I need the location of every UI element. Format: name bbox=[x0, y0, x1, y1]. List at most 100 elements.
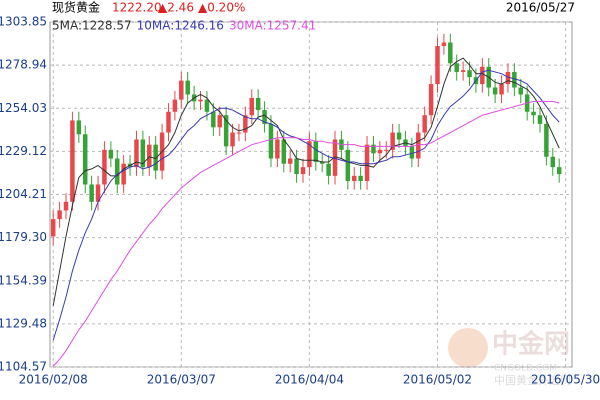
candle-body bbox=[294, 158, 299, 175]
candle-body bbox=[351, 175, 357, 182]
candle-body bbox=[435, 45, 440, 85]
candle-body bbox=[70, 120, 75, 202]
candle-body bbox=[95, 184, 101, 202]
candle-body bbox=[332, 139, 338, 176]
candle-body bbox=[153, 144, 158, 171]
candle-body bbox=[371, 144, 376, 154]
candle-body bbox=[211, 111, 216, 128]
candle-body bbox=[512, 71, 517, 88]
candle-body bbox=[454, 63, 459, 72]
candle-body bbox=[531, 111, 536, 116]
candle-body bbox=[249, 97, 254, 116]
y-tick-label: 1278.94 bbox=[0, 58, 47, 72]
candle-body bbox=[140, 139, 146, 168]
candle-body bbox=[147, 144, 152, 168]
candle-body bbox=[537, 115, 543, 124]
legend-entry: 5MA:1228.57 bbox=[52, 19, 132, 33]
candle-body bbox=[441, 42, 447, 46]
candle-body bbox=[262, 110, 267, 124]
x-tick-label: 2016/04/04 bbox=[275, 373, 344, 387]
candle-body bbox=[358, 175, 363, 182]
candle-body bbox=[326, 163, 331, 176]
candle-body bbox=[179, 80, 184, 100]
candle-body bbox=[377, 149, 383, 154]
legend-entry: 10MA:1246.16 bbox=[137, 19, 224, 33]
x-tick-label: 2016/05/30 bbox=[531, 373, 600, 387]
candle-body bbox=[345, 149, 351, 182]
instrument-name: 现货黄金 bbox=[52, 0, 100, 15]
candle-body bbox=[275, 139, 280, 159]
watermark-subtitle: 中国黄金外汇网 bbox=[494, 373, 571, 387]
candle-body bbox=[89, 184, 94, 202]
candle-body bbox=[460, 70, 466, 72]
candle-body bbox=[268, 123, 274, 159]
price: 1222.20 bbox=[112, 1, 162, 15]
candle-body bbox=[467, 70, 472, 78]
candle-body bbox=[416, 132, 421, 159]
y-tick-label: 1254.03 bbox=[0, 101, 47, 115]
y-tick-label: 1129.48 bbox=[0, 316, 47, 330]
x-tick-label: 2016/05/02 bbox=[403, 373, 472, 387]
y-tick-label: 1179.30 bbox=[0, 230, 47, 244]
candle-body bbox=[230, 132, 235, 147]
candle-body bbox=[204, 99, 210, 112]
candle-body bbox=[82, 134, 88, 185]
candle-body bbox=[102, 149, 107, 185]
candle-body bbox=[556, 167, 562, 175]
candle-body bbox=[121, 163, 126, 185]
candle-body bbox=[384, 149, 389, 151]
candle-body bbox=[550, 156, 556, 168]
candle-body bbox=[313, 141, 319, 162]
change-pct: ▲0.20% bbox=[198, 1, 245, 15]
date: 2016/05/27 bbox=[506, 1, 575, 15]
candle-body bbox=[499, 84, 504, 95]
candle-body bbox=[390, 132, 395, 150]
candle-body bbox=[422, 115, 427, 133]
candle-body bbox=[255, 97, 261, 111]
candle-body bbox=[492, 87, 498, 95]
candle-body bbox=[448, 42, 453, 64]
candle-body bbox=[518, 87, 524, 95]
candle-body bbox=[63, 201, 69, 211]
candle-body bbox=[480, 66, 485, 85]
y-tick-label: 1229.12 bbox=[0, 144, 47, 158]
candle-body bbox=[243, 115, 248, 133]
candle-body bbox=[300, 167, 306, 175]
ma-line bbox=[52, 100, 560, 367]
watermark-title: 中金网 bbox=[492, 329, 570, 360]
watermark-logo bbox=[448, 328, 488, 368]
candle-body bbox=[428, 84, 434, 116]
candle-body bbox=[185, 80, 190, 95]
legend-entry: 30MA:1257.41 bbox=[229, 19, 316, 33]
candle-body bbox=[544, 123, 549, 157]
y-tick-label: 1204.21 bbox=[0, 187, 47, 201]
y-tick-label: 1154.39 bbox=[0, 273, 47, 287]
candle-body bbox=[409, 146, 415, 159]
candle-body bbox=[236, 132, 242, 134]
candle-body bbox=[50, 219, 56, 237]
candle-body bbox=[76, 120, 82, 135]
candle-body bbox=[319, 161, 325, 164]
ma-line bbox=[52, 69, 560, 341]
y-tick-label: 1104.57 bbox=[0, 360, 47, 374]
candle-body bbox=[134, 139, 139, 168]
x-tick-label: 2016/02/08 bbox=[19, 373, 88, 387]
x-tick-label: 2016/03/07 bbox=[147, 373, 216, 387]
candle-body bbox=[115, 158, 120, 185]
candle-body bbox=[364, 144, 370, 182]
candle-body bbox=[198, 99, 203, 102]
candle-body bbox=[57, 210, 62, 220]
candle-body bbox=[287, 158, 293, 164]
candle-body bbox=[281, 139, 287, 164]
candle-body bbox=[223, 115, 229, 147]
ma-line bbox=[52, 57, 560, 306]
candle-body bbox=[505, 71, 511, 85]
candle-body bbox=[217, 115, 222, 128]
candle-body bbox=[108, 149, 114, 159]
watermark: 中金网 CNGOLD.COM 中国黄金外汇网 bbox=[448, 328, 571, 387]
watermark-site: CNGOLD.COM bbox=[494, 364, 557, 374]
candle-body bbox=[307, 141, 312, 168]
change: ▲2.46 bbox=[158, 1, 194, 15]
candle-body bbox=[396, 132, 402, 140]
